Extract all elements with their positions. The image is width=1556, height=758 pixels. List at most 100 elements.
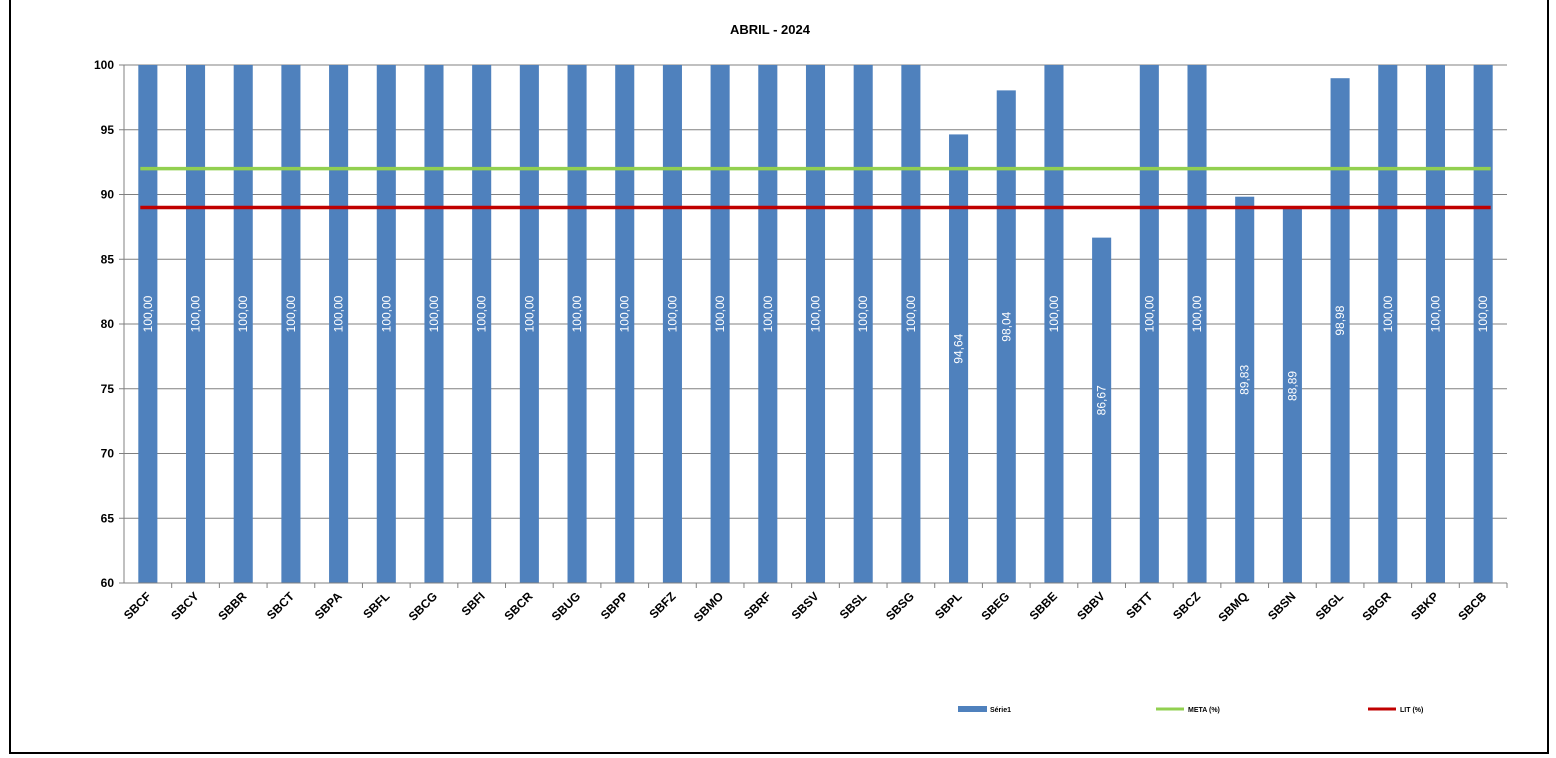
data-label: 100,00 <box>618 295 632 332</box>
bar <box>662 65 682 583</box>
bar <box>233 65 253 583</box>
data-label: 100,00 <box>1142 295 1156 332</box>
data-label: 100,00 <box>427 295 441 332</box>
bars <box>138 65 1493 584</box>
y-axis: 60 65 70 75 80 85 90 95 100 <box>94 58 125 590</box>
x-tick-label: SBSG <box>883 589 917 623</box>
x-tick-label: SBMO <box>691 589 726 624</box>
y-tick-label: 65 <box>101 511 115 525</box>
data-label: 100,00 <box>809 295 823 332</box>
bar <box>1282 208 1302 583</box>
x-tick-label: SBMQ <box>1215 589 1250 624</box>
data-label: 89,83 <box>1238 365 1252 395</box>
x-tick-label: SBCR <box>502 589 536 623</box>
data-label: 98,98 <box>1333 305 1347 335</box>
x-tick-label: SBBR <box>215 589 249 623</box>
data-label: 100,00 <box>1381 295 1395 332</box>
bar <box>138 65 158 583</box>
bar <box>758 65 778 583</box>
legend-label: META (%) <box>1188 707 1220 714</box>
x-tick-label: SBSV <box>789 589 822 622</box>
data-label: 100,00 <box>665 295 679 332</box>
bar <box>281 65 301 583</box>
bar <box>1187 65 1207 583</box>
x-tick-label: SBFI <box>459 589 488 618</box>
x-tick-label: SBFL <box>360 589 392 621</box>
data-label: 100,00 <box>761 295 775 332</box>
x-tick-label: SBPA <box>312 589 345 622</box>
x-tick-label: SBTT <box>1123 589 1156 622</box>
data-label: 100,00 <box>1047 295 1061 332</box>
x-tick-label: SBPP <box>598 589 631 622</box>
y-tick-label: 85 <box>101 252 115 266</box>
bar <box>901 65 921 583</box>
bar <box>710 65 730 583</box>
x-tick-label: SBCZ <box>1170 589 1203 622</box>
data-label: 100,00 <box>379 295 393 332</box>
y-tick-label: 70 <box>101 447 115 461</box>
data-label: 100,00 <box>570 295 584 332</box>
x-tick-label: SBSL <box>837 589 870 622</box>
bar <box>424 65 444 583</box>
bar <box>185 65 206 583</box>
x-tick-label: SBPL <box>932 589 965 622</box>
data-label: 100,00 <box>713 295 727 332</box>
bar <box>1139 65 1159 583</box>
legend-swatch <box>958 706 987 712</box>
data-label: 88,89 <box>1285 371 1299 401</box>
x-tick-label: SBUG <box>549 589 583 623</box>
bar <box>615 65 635 583</box>
data-label: 86,67 <box>1095 385 1109 415</box>
bar <box>1235 196 1255 583</box>
y-tick-label: 100 <box>94 58 114 72</box>
x-tick-label: SBRF <box>741 589 774 622</box>
data-label: 100,00 <box>1190 295 1204 332</box>
data-label: 100,00 <box>284 295 298 332</box>
x-tick-label: SBSN <box>1265 589 1298 622</box>
chart-title: ABRIL - 2024 <box>730 22 811 37</box>
data-labels: 100,00 100,00 100,00 100,00 100,00 100,00 100,… <box>141 295 1490 415</box>
data-label: 100,00 <box>1476 295 1490 332</box>
data-label: 100,00 <box>1428 295 1442 332</box>
data-label: 100,00 <box>856 295 870 332</box>
reference-lines <box>140 166 1491 210</box>
bar <box>329 65 349 583</box>
x-tick-label: SBKP <box>1408 589 1441 622</box>
bar <box>805 65 826 583</box>
x-tick-label: SBCF <box>121 589 154 622</box>
bar <box>567 65 587 583</box>
bar <box>1044 65 1064 583</box>
x-tick-label: SBCY <box>168 589 201 622</box>
x-tick-label: SBFZ <box>646 589 678 621</box>
legend-label: Série1 <box>990 707 1011 714</box>
data-label: 100,00 <box>332 295 346 332</box>
data-label: 100,00 <box>189 295 203 332</box>
x-tick-label: SBGL <box>1313 589 1346 622</box>
x-tick-label: SBEG <box>978 589 1012 623</box>
data-label: 98,04 <box>999 311 1013 341</box>
bar <box>996 90 1016 584</box>
bar <box>1425 65 1446 583</box>
x-axis: SBCF SBCY SBBR SBCT SBPA SBFL SBCG SBFI SBCR SBUG… <box>121 582 1508 625</box>
x-tick-label: SBBE <box>1027 589 1060 622</box>
x-tick-label: SBCT <box>264 589 297 622</box>
y-tick-label: 90 <box>101 188 115 202</box>
bar <box>853 65 873 583</box>
y-tick-label: 95 <box>101 123 115 137</box>
x-tick-label: SBCB <box>1455 589 1489 623</box>
bar <box>1473 65 1493 583</box>
legend-label: LIT (%) <box>1400 707 1423 714</box>
data-label: 94,64 <box>952 333 966 363</box>
data-label: 100,00 <box>141 295 155 332</box>
bar <box>1378 65 1398 583</box>
y-tick-label: 60 <box>101 576 115 590</box>
bar <box>1330 78 1350 584</box>
legend: Série1 META (%) LIT (%) <box>958 706 1423 714</box>
bar <box>472 65 492 583</box>
data-label: 100,00 <box>236 295 250 332</box>
x-tick-label: SBCG <box>406 589 440 623</box>
x-tick-label: SBBV <box>1074 589 1107 622</box>
bar <box>949 134 969 584</box>
y-tick-label: 80 <box>101 317 115 331</box>
